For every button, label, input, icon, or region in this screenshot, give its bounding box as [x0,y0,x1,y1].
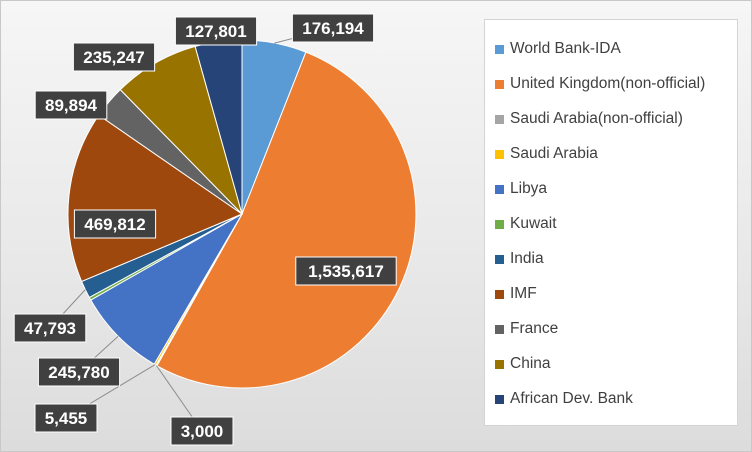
svg-text:5,455: 5,455 [45,409,88,428]
slice-libya [90,212,244,365]
slice-united-kingdom-non-official [156,51,417,389]
data-label-saudi-arabia: 5,455 [34,403,98,433]
legend-label: France [510,320,559,337]
data-label-libya: 245,780 [37,357,121,387]
legend: World Bank-IDA United Kingdom(non-officia… [484,19,738,426]
legend-swatch [495,289,504,299]
svg-text:235,247: 235,247 [83,48,144,67]
pie-slices [67,39,417,389]
legend-swatch [495,184,504,194]
data-labels: 176,194 1,535,617 3,000 5,455 245,780 47,793 4… [13,13,397,446]
legend-label: World Bank-IDA [510,40,621,57]
svg-text:245,780: 245,780 [48,363,109,382]
legend-label: Saudi Arabia [510,145,598,162]
legend-swatch [495,79,504,89]
legend-item-saudi-arabia: Saudi Arabia [495,142,598,166]
svg-text:469,812: 469,812 [84,215,145,234]
svg-text:89,894: 89,894 [45,96,98,115]
legend-item-india: India [495,247,544,271]
data-label-france: 89,894 [34,90,108,120]
legend-item-kuwait: Kuwait [495,212,557,236]
legend-item-united-kingdom-non-official: United Kingdom(non-official) [495,72,705,96]
data-label-african-dev-bank: 127,801 [174,16,258,46]
legend-swatch [495,394,504,404]
legend-swatch [495,114,504,124]
svg-text:127,801: 127,801 [185,22,246,41]
legend-label: Libya [510,180,548,197]
legend-swatch [495,324,504,334]
data-label-saudi-arabia-non-official: 3,000 [170,416,234,446]
legend-item-african-dev-bank: African Dev. Bank [495,387,633,411]
legend-item-imf: IMF [495,282,537,306]
svg-text:3,000: 3,000 [181,422,224,441]
legend-item-saudi-arabia-non-official: Saudi Arabia(non-official) [495,107,683,131]
legend-swatch [495,359,504,369]
legend-swatch [495,44,504,54]
legend-label: Saudi Arabia(non-official) [510,110,683,127]
legend-label: India [510,250,544,267]
legend-swatch [495,149,504,159]
legend-item-france: France [495,317,558,341]
svg-text:1,535,617: 1,535,617 [308,262,384,281]
svg-text:47,793: 47,793 [24,319,76,338]
slice-imf [67,114,244,283]
legend-swatch [495,254,504,264]
legend-label: IMF [510,285,537,302]
legend-label: United Kingdom(non-official) [510,75,706,92]
legend-swatch [495,219,504,229]
legend-item-libya: Libya [495,177,547,201]
legend-item-world-bank-ida: World Bank-IDA [495,37,621,61]
data-label-united-kingdom-non-official: 1,535,617 [295,256,397,286]
data-label-imf: 469,812 [73,209,157,239]
data-label-china: 235,247 [72,42,156,72]
data-label-world-bank-ida: 176,194 [291,13,375,43]
legend-label: China [510,355,551,372]
legend-label: Kuwait [510,215,557,232]
legend-label: African Dev. Bank [510,390,633,407]
legend-item-china: China [495,352,551,376]
svg-text:176,194: 176,194 [302,19,364,38]
data-label-india: 47,793 [13,313,87,343]
